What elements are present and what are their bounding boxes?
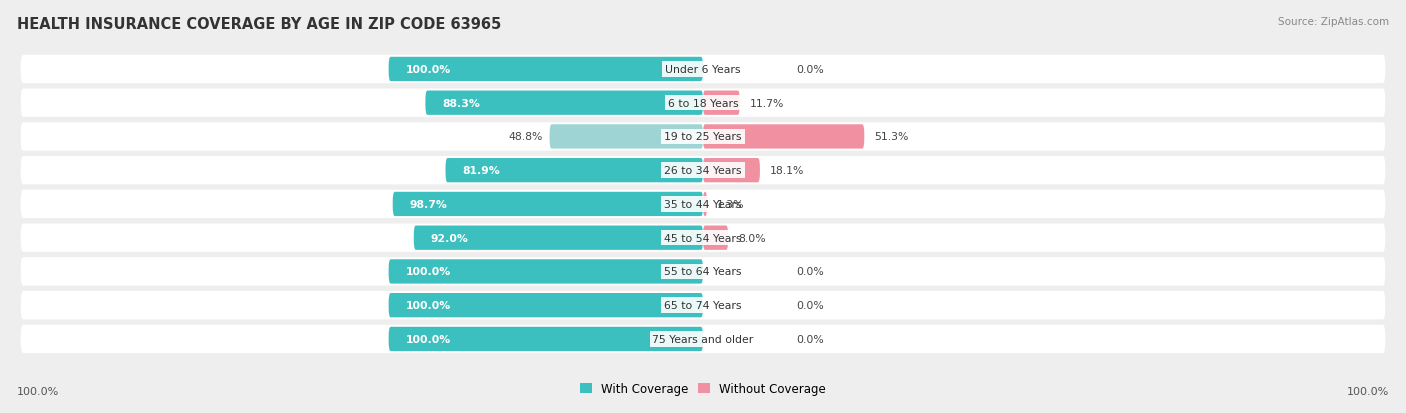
Text: 0.0%: 0.0%	[797, 300, 824, 311]
Text: 100.0%: 100.0%	[405, 334, 450, 344]
FancyBboxPatch shape	[21, 224, 1385, 252]
FancyBboxPatch shape	[388, 260, 703, 284]
Text: 26 to 34 Years: 26 to 34 Years	[664, 166, 742, 176]
FancyBboxPatch shape	[388, 58, 703, 82]
FancyBboxPatch shape	[446, 159, 703, 183]
Text: 0.0%: 0.0%	[797, 65, 824, 75]
Text: 100.0%: 100.0%	[1347, 387, 1389, 396]
Text: Source: ZipAtlas.com: Source: ZipAtlas.com	[1278, 17, 1389, 26]
Text: 75 Years and older: 75 Years and older	[652, 334, 754, 344]
FancyBboxPatch shape	[392, 192, 703, 216]
FancyBboxPatch shape	[21, 123, 1385, 151]
FancyBboxPatch shape	[21, 291, 1385, 320]
Text: 92.0%: 92.0%	[430, 233, 468, 243]
Text: HEALTH INSURANCE COVERAGE BY AGE IN ZIP CODE 63965: HEALTH INSURANCE COVERAGE BY AGE IN ZIP …	[17, 17, 501, 31]
FancyBboxPatch shape	[703, 159, 759, 183]
Text: 65 to 74 Years: 65 to 74 Years	[664, 300, 742, 311]
Text: 100.0%: 100.0%	[405, 300, 450, 311]
Legend: With Coverage, Without Coverage: With Coverage, Without Coverage	[575, 377, 831, 400]
FancyBboxPatch shape	[21, 258, 1385, 286]
Text: 48.8%: 48.8%	[509, 132, 543, 142]
FancyBboxPatch shape	[703, 91, 740, 116]
Text: 88.3%: 88.3%	[441, 98, 479, 109]
FancyBboxPatch shape	[21, 190, 1385, 218]
Text: 0.0%: 0.0%	[797, 334, 824, 344]
Text: 100.0%: 100.0%	[405, 267, 450, 277]
Text: 11.7%: 11.7%	[749, 98, 785, 109]
Text: 100.0%: 100.0%	[405, 65, 450, 75]
FancyBboxPatch shape	[388, 293, 703, 318]
Text: 6 to 18 Years: 6 to 18 Years	[668, 98, 738, 109]
Text: 18.1%: 18.1%	[770, 166, 804, 176]
FancyBboxPatch shape	[426, 91, 703, 116]
Text: 45 to 54 Years: 45 to 54 Years	[664, 233, 742, 243]
Text: 8.0%: 8.0%	[738, 233, 766, 243]
FancyBboxPatch shape	[413, 226, 703, 250]
Text: 1.3%: 1.3%	[717, 199, 745, 209]
Text: 35 to 44 Years: 35 to 44 Years	[664, 199, 742, 209]
Text: 0.0%: 0.0%	[797, 267, 824, 277]
FancyBboxPatch shape	[21, 89, 1385, 118]
Text: 51.3%: 51.3%	[875, 132, 908, 142]
FancyBboxPatch shape	[21, 56, 1385, 84]
FancyBboxPatch shape	[703, 226, 728, 250]
FancyBboxPatch shape	[550, 125, 703, 149]
Text: 19 to 25 Years: 19 to 25 Years	[664, 132, 742, 142]
FancyBboxPatch shape	[21, 157, 1385, 185]
Text: 100.0%: 100.0%	[17, 387, 59, 396]
FancyBboxPatch shape	[388, 327, 703, 351]
Text: 55 to 64 Years: 55 to 64 Years	[664, 267, 742, 277]
Text: Under 6 Years: Under 6 Years	[665, 65, 741, 75]
FancyBboxPatch shape	[703, 192, 707, 216]
FancyBboxPatch shape	[703, 125, 865, 149]
Text: 81.9%: 81.9%	[463, 166, 501, 176]
Text: 98.7%: 98.7%	[409, 199, 447, 209]
FancyBboxPatch shape	[21, 325, 1385, 353]
